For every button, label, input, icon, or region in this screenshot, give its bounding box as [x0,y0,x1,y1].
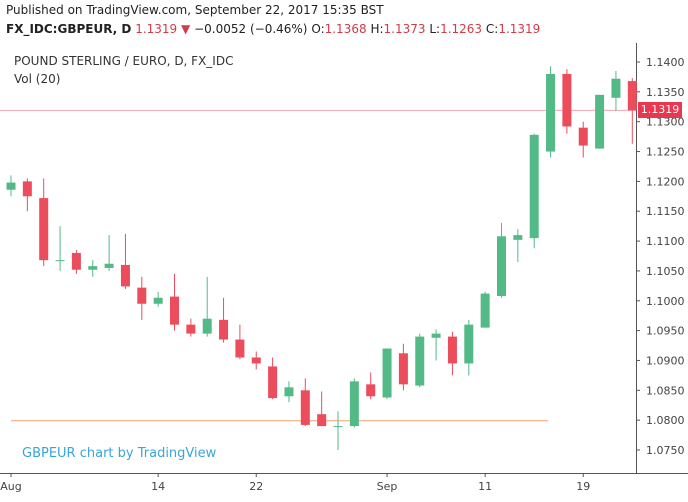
candle-body [104,263,114,268]
candle-body [513,235,523,240]
candle-body [137,287,147,304]
candle-body [497,236,506,296]
candle-body [611,78,621,98]
candle-body [415,336,425,386]
candle-body [480,293,490,328]
candle-body [71,253,81,270]
y-tick-label: 1.1300 [646,116,685,129]
y-tick-label: 1.0800 [646,414,685,427]
candle-body [170,296,179,325]
candle-body [6,182,16,190]
candle-body [300,390,310,425]
y-tick-label: 1.1350 [646,86,685,99]
y-tick-label: 1.1400 [646,56,685,69]
open-value: 1.1368 [324,22,367,36]
candle-body [251,357,261,364]
x-tick-label: 14 [151,480,165,493]
candle-body [235,339,245,358]
candle-body [22,181,32,197]
candle-body [120,264,130,287]
candlestick-chart[interactable]: 1.1400 1.1350 1.1300 1.1250 1.1200 1.1150 1.11… [0,43,688,502]
x-tick-label: 11 [478,480,492,493]
last-price-tag: 1.1319 [638,102,682,118]
candle-body [627,81,637,111]
y-tick-label: 1.0850 [646,384,685,397]
open-label: O: [311,22,325,36]
candle-body [447,336,457,364]
candle-body [284,387,294,397]
volume-legend[interactable]: Vol (20) [14,72,61,86]
candle-body [55,260,65,262]
candle-body [349,381,359,427]
y-tick-label: 1.0750 [646,444,685,457]
chart-legend-title: POUND STERLING / EURO, D, FX_IDC [14,54,234,68]
change-value: −0.0052 (−0.46%) [194,22,308,36]
candle-body [39,198,49,261]
candle-body [431,333,441,338]
low-value: 1.1263 [440,22,483,36]
y-tick-label: 1.1200 [646,175,685,188]
x-tick-label: Sep [377,480,398,493]
close-value: 1.1319 [498,22,541,36]
candle-body [398,353,408,385]
published-caption: Published on TradingView.com, September … [6,3,384,17]
candle-body [88,266,98,270]
x-tick-label: 19 [576,480,590,493]
y-tick-label: 1.1000 [646,295,685,308]
candle-body [382,348,392,398]
candle-body [153,297,163,304]
x-tick-label: 22 [249,480,263,493]
candle-body [562,73,572,127]
quote-line: FX_IDC:GBPEUR, D 1.1319 ▼ −0.0052 (−0.46… [6,22,540,36]
candle-body [186,324,196,334]
candle-body [529,134,539,239]
y-tick-label: 1.1150 [646,205,685,218]
chart-area[interactable]: 1.1400 1.1350 1.1300 1.1250 1.1200 1.1150 1.11… [0,43,688,502]
y-tick-label: 1.1100 [646,235,685,248]
candle-body [219,319,229,340]
y-tick-label: 1.1250 [646,146,685,159]
symbol-label: FX_IDC:GBPEUR, D [6,22,132,36]
x-tick-label: Aug [0,480,21,493]
candle-body [464,324,474,364]
candle-body [578,127,588,146]
y-tick-label: 1.1050 [646,265,685,278]
candle-body [366,384,376,397]
candle-body [595,94,605,149]
candle-body [333,426,343,428]
y-tick-label: 1.0900 [646,354,685,367]
chart-watermark[interactable]: GBPEUR chart by TradingView [22,446,217,461]
candle-body [317,414,327,427]
y-tick-label: 1.0950 [646,325,685,338]
close-label: C: [485,22,499,36]
candle-body [268,366,278,399]
high-label: H: [370,22,384,36]
last-price: 1.1319 [135,22,178,36]
candle-body [202,318,212,334]
high-value: 1.1373 [383,22,426,36]
down-arrow-icon: ▼ [181,22,191,36]
candle-body [546,73,556,152]
low-label: L: [429,22,441,36]
